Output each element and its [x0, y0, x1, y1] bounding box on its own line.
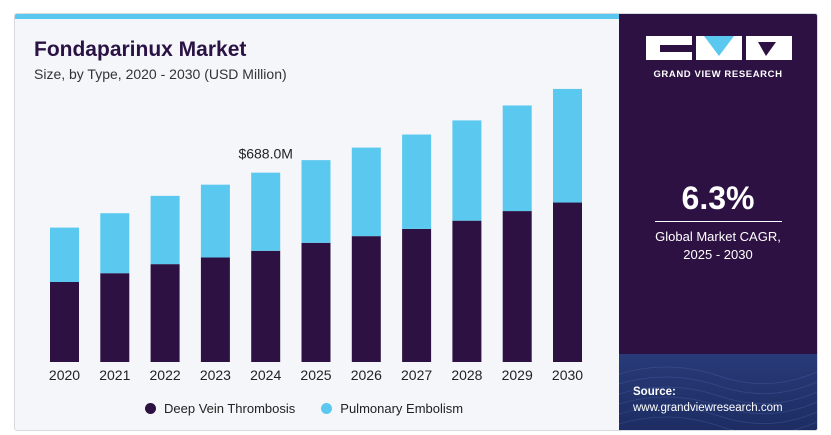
bar-deep-vein-2023	[200, 257, 230, 362]
legend-item-deep-vein: Deep Vein Thrombosis	[145, 401, 295, 416]
source-label: Source:	[633, 386, 676, 398]
bar-deep-vein-2024	[251, 250, 281, 362]
chart-legend: Deep Vein Thrombosis Pulmonary Embolism	[145, 401, 489, 416]
bar-pulmonary-2022	[150, 195, 180, 265]
legend-item-pulmonary: Pulmonary Embolism	[321, 401, 463, 416]
cagr-value: 6.3%	[681, 180, 755, 216]
cagr-label-line2: 2025 - 2030	[683, 247, 753, 262]
bar-deep-vein-2020	[50, 282, 79, 362]
wave-pattern	[619, 366, 817, 430]
x-tick-label-2020: 2020	[49, 367, 80, 383]
chart-panel: Fondaparinux Market Size, by Type, 2020 …	[15, 19, 619, 430]
x-tick-label-2028: 2028	[451, 367, 482, 383]
bar-deep-vein-2026	[351, 236, 381, 362]
x-tick-label-2026: 2026	[351, 367, 382, 383]
x-tick-label-2025: 2025	[300, 367, 331, 383]
bar-pulmonary-2023	[200, 184, 230, 258]
bar-pulmonary-2021	[100, 213, 130, 274]
bar-pulmonary-2026	[351, 147, 381, 237]
x-tick-label-2024: 2024	[250, 367, 281, 383]
bar-deep-vein-2025	[301, 242, 331, 362]
brand-name: GRAND VIEW RESEARCH	[653, 69, 783, 80]
data-label-2024: $688.0M	[238, 146, 292, 162]
x-tick-label-2029: 2029	[502, 367, 533, 383]
grand-view-research-logo	[646, 36, 792, 60]
infographic-card: Fondaparinux Market Size, by Type, 2020 …	[14, 13, 818, 431]
bar-pulmonary-2024	[251, 172, 281, 251]
bar-pulmonary-2025	[301, 160, 331, 243]
x-tick-label-2022: 2022	[150, 367, 181, 383]
bar-pulmonary-2028	[452, 120, 482, 221]
cagr-divider	[655, 221, 782, 222]
x-tick-label-2021: 2021	[99, 367, 130, 383]
x-tick-label-2023: 2023	[200, 367, 231, 383]
bar-deep-vein-2027	[402, 228, 432, 362]
source-background	[619, 354, 817, 430]
sidebar-panel: GRAND VIEW RESEARCH 6.3% Global Market C…	[619, 14, 817, 430]
bar-pulmonary-2020	[50, 227, 79, 282]
bar-chart: 2020 2021 2022 2023 2024 2025 2026 2027 2028 2029…	[49, 88, 583, 383]
cagr-label-line1: Global Market CAGR,	[655, 229, 781, 244]
chart-title: Fondaparinux Market	[34, 38, 247, 61]
source-url: www.grandviewresearch.com	[633, 402, 783, 414]
bar-deep-vein-2021	[100, 273, 130, 362]
bar-deep-vein-2022	[150, 264, 180, 362]
bar-deep-vein-2028	[452, 220, 482, 362]
cagr-label: Global Market CAGR, 2025 - 2030	[619, 228, 817, 264]
bar-deep-vein-2029	[502, 211, 532, 362]
legend-swatch-pulmonary	[321, 403, 333, 414]
accent-bar	[15, 14, 619, 19]
x-tick-label-2027: 2027	[401, 367, 432, 383]
legend-label-deep-vein: Deep Vein Thrombosis	[164, 401, 296, 416]
source-note: Source: www.grandviewresearch.com	[633, 384, 783, 416]
legend-swatch-deep-vein	[145, 403, 156, 414]
x-tick-label-2030: 2030	[552, 367, 583, 383]
bar-pulmonary-2030	[553, 88, 582, 203]
chart-subtitle: Size, by Type, 2020 - 2030 (USD Million)	[34, 66, 287, 82]
bar-pulmonary-2027	[402, 134, 432, 229]
bar-deep-vein-2030	[553, 202, 582, 362]
bar-pulmonary-2029	[502, 105, 532, 212]
legend-label-pulmonary: Pulmonary Embolism	[340, 401, 464, 416]
